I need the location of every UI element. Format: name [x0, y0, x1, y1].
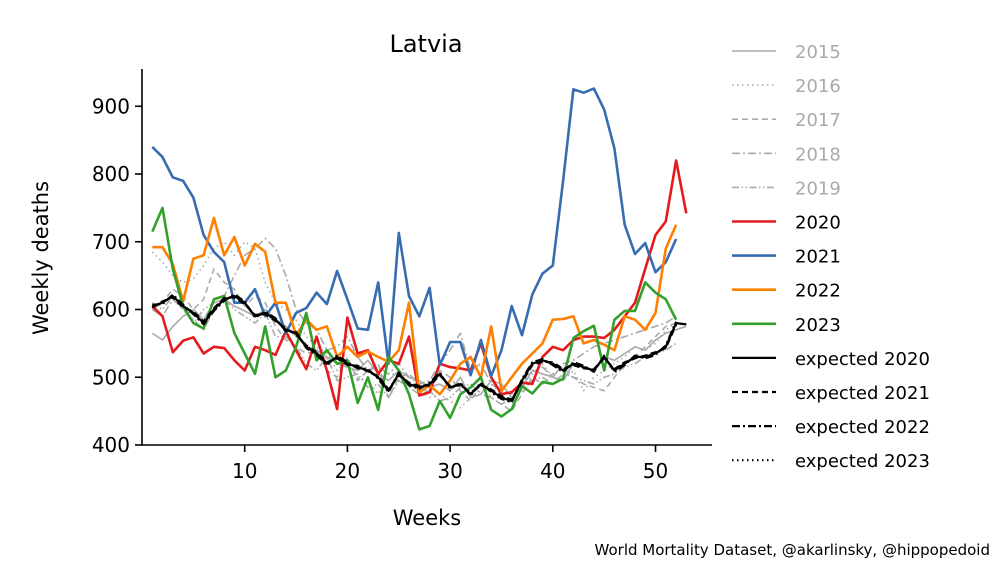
y-tick-label: 900 [92, 94, 130, 118]
legend-label-2020: 2020 [795, 213, 841, 234]
x-tick-label: 20 [335, 459, 360, 483]
legend-label-expected-2021: expected 2021 [795, 383, 930, 404]
series-line-2019 [151, 295, 677, 406]
legend-label-2023: 2023 [795, 315, 841, 336]
legend-label-2015: 2015 [795, 42, 841, 63]
series-line-2020 [151, 159, 688, 411]
y-tick-label: 400 [92, 433, 130, 457]
x-axis-label: Weeks [393, 506, 461, 530]
plot-lines [151, 87, 688, 431]
y-tick-label: 500 [92, 365, 130, 389]
x-tick-label: 40 [540, 459, 565, 483]
series-line-expected-2022 [152, 293, 678, 404]
series-line-2022 [152, 216, 678, 396]
legend-label-expected-2022: expected 2022 [795, 417, 930, 438]
legend: 2015 2016 2017 2018 2019 2020 2021 2022 2023 expe… [732, 42, 930, 472]
series-line-2021 [151, 87, 678, 378]
series-line-2023 [151, 206, 678, 431]
legend-label-2021: 2021 [795, 247, 841, 268]
y-tick-label: 800 [92, 162, 130, 186]
series-line-expected-2023 [151, 295, 678, 402]
y-ticks: 400 500 600 700 800 900 [92, 94, 142, 457]
legend-label-2019: 2019 [795, 178, 841, 199]
series-line-2018 [151, 237, 677, 396]
x-ticks: 10 20 30 40 50 [232, 445, 668, 483]
x-tick-label: 50 [643, 459, 668, 483]
legend-label-2016: 2016 [795, 76, 841, 97]
y-axis-label: Weekly deaths [29, 181, 53, 335]
chart-title: Latvia [389, 30, 462, 58]
legend-label-2022: 2022 [795, 281, 841, 302]
legend-label-2017: 2017 [795, 110, 841, 131]
x-tick-label: 30 [437, 459, 462, 483]
y-tick-label: 700 [92, 230, 130, 254]
legend-label-expected-2023: expected 2023 [795, 451, 930, 472]
credit-text: World Mortality Dataset, @akarlinsky, @h… [595, 541, 990, 559]
legend-label-2018: 2018 [795, 144, 841, 165]
y-tick-label: 600 [92, 298, 130, 322]
x-tick-label: 10 [232, 459, 257, 483]
legend-label-expected-2020: expected 2020 [795, 349, 930, 370]
